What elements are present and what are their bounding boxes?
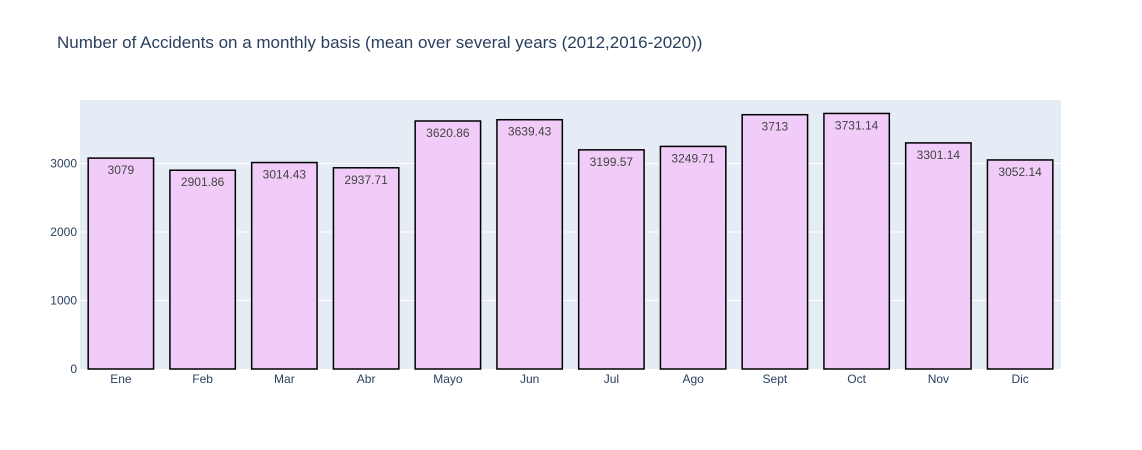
y-axis-ticks: 0 1000 2000 3000 — [50, 157, 77, 376]
bar-abr[interactable] — [332, 167, 400, 370]
y-tick-label: 3000 — [50, 157, 77, 171]
bars: 3079 2901.86 3014.43 2937.71 3620.86 3639.43 3… — [87, 112, 1054, 370]
x-tick-label: Oct — [847, 372, 866, 386]
data-label: 3620.86 — [426, 126, 470, 140]
gridlines — [80, 163, 1061, 302]
chart-title: Number of Accidents on a monthly basis (… — [57, 33, 703, 52]
x-tick-label: Ago — [682, 372, 704, 386]
bar-mayo[interactable] — [414, 120, 482, 370]
bar-ago[interactable] — [659, 145, 727, 370]
x-tick-label: Mar — [274, 372, 295, 386]
bar-jul[interactable] — [577, 149, 645, 370]
y-tick-label: 2000 — [50, 225, 77, 239]
y-tick-label: 1000 — [50, 294, 77, 308]
data-label: 3713 — [762, 120, 789, 134]
data-label: 3249.71 — [671, 151, 715, 165]
bar-feb[interactable] — [169, 169, 237, 370]
data-label: 3014.43 — [263, 168, 307, 182]
x-tick-label: Jun — [520, 372, 539, 386]
x-tick-label: Abr — [357, 372, 376, 386]
y-tick-label: 0 — [70, 362, 77, 376]
x-tick-label: Nov — [928, 372, 949, 386]
bar-dic[interactable] — [986, 159, 1054, 370]
bar-ene[interactable] — [87, 157, 155, 370]
bar-oct[interactable] — [823, 112, 891, 370]
bar-mar[interactable] — [250, 161, 318, 370]
x-tick-label: Sept — [763, 372, 788, 386]
data-label: 3639.43 — [508, 125, 552, 139]
data-label: 3079 — [108, 163, 135, 177]
x-tick-label: Ene — [110, 372, 132, 386]
bar-nov[interactable] — [904, 142, 972, 370]
x-tick-label: Mayo — [433, 372, 463, 386]
bar-jun[interactable] — [496, 118, 564, 370]
plot-area — [80, 100, 1061, 369]
x-tick-label: Jul — [604, 372, 619, 386]
x-tick-label: Dic — [1011, 372, 1028, 386]
x-axis-ticks: Ene Feb Mar Abr Mayo Jun Jul Ago Sept Oct Nov Dic — [110, 372, 1029, 386]
data-label: 3731.14 — [835, 118, 879, 132]
data-label: 3199.57 — [590, 155, 634, 169]
data-label: 2937.71 — [344, 173, 388, 187]
x-tick-label: Feb — [192, 372, 213, 386]
data-label: 2901.86 — [181, 175, 225, 189]
data-label: 3301.14 — [917, 148, 961, 162]
bar-sept[interactable] — [741, 113, 809, 370]
data-label: 3052.14 — [998, 165, 1042, 179]
